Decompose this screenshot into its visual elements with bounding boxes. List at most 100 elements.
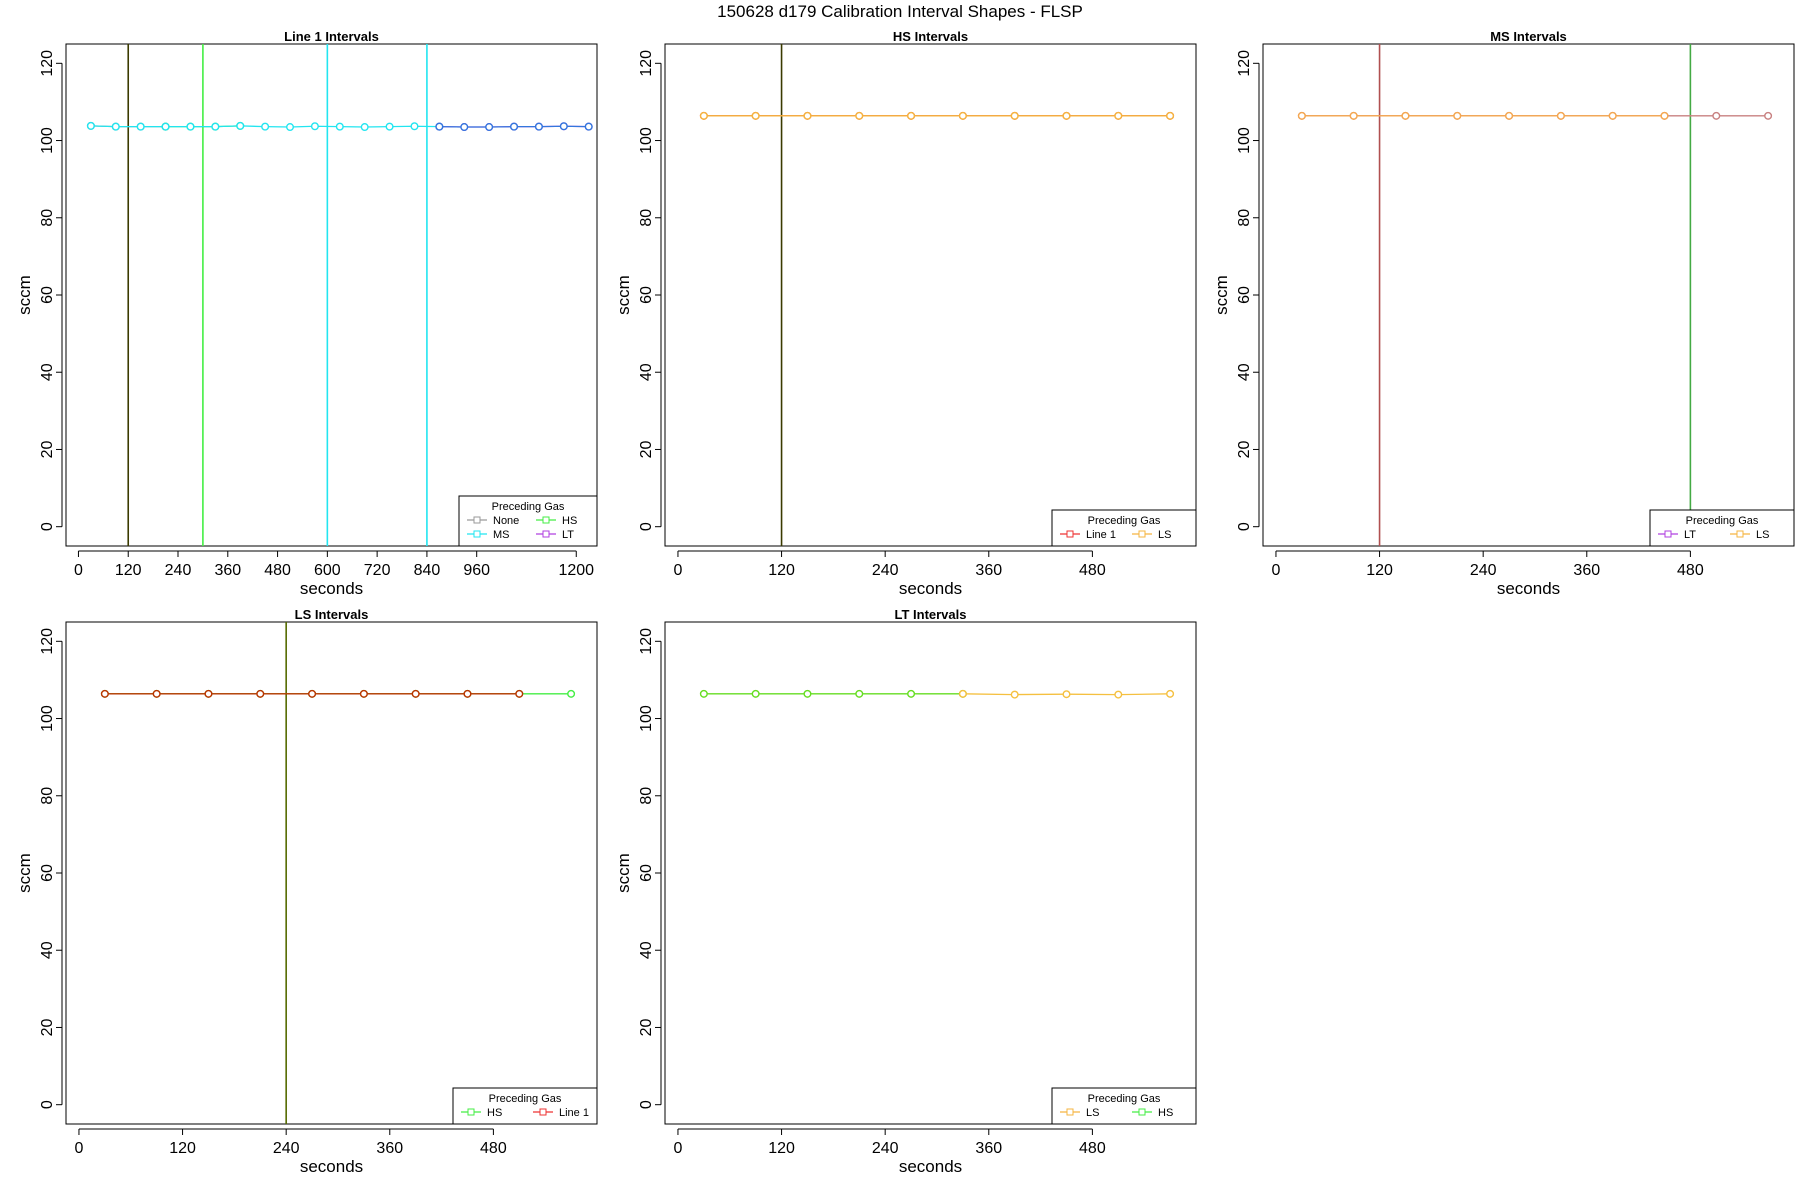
y-tick-label: 80: [39, 787, 56, 805]
data-point: [359, 689, 368, 698]
x-tick-label: 840: [414, 562, 441, 579]
legend-entry: LS: [1756, 529, 1769, 541]
legend-swatch-marker: [467, 1108, 475, 1116]
y-tick-label: 60: [39, 286, 56, 304]
y-tick-label: 40: [39, 363, 56, 381]
y-axis-label: sccm: [614, 853, 633, 893]
chart-panel-5: LT Intervals 0 120 240 360 480 0 20 40 60 80 100 120…: [614, 607, 1197, 1176]
legend-entry: LT: [562, 529, 574, 541]
x-tick-label: 720: [364, 562, 391, 579]
x-tick-label: 480: [1079, 1140, 1106, 1157]
x-tick-label: 480: [1079, 562, 1106, 579]
x-tick-label: 0: [1271, 562, 1280, 579]
data-point: [385, 122, 394, 131]
legend-swatch-marker: [1138, 1108, 1146, 1116]
data-point: [1166, 689, 1175, 698]
x-tick-label: 1200: [558, 562, 594, 579]
x-tick-label: 240: [872, 562, 899, 579]
y-tick-label: 60: [638, 864, 655, 882]
data-point: [510, 122, 519, 131]
y-tick-label: 0: [638, 1100, 655, 1109]
data-point: [958, 111, 967, 120]
legend-entry: HS: [562, 515, 577, 527]
y-tick-label: 40: [638, 941, 655, 959]
data-point: [1166, 111, 1175, 120]
x-tick-label: 240: [872, 1140, 899, 1157]
data-point: [1349, 111, 1358, 120]
y-tick-label: 100: [39, 705, 56, 732]
y-tick-label: 60: [638, 286, 655, 304]
legend-entry: LS: [1086, 1107, 1099, 1119]
data-point: [584, 122, 593, 131]
x-tick-label: 360: [376, 1140, 403, 1157]
data-point: [1505, 111, 1514, 120]
data-point: [86, 121, 95, 130]
plot-area: [699, 689, 1175, 699]
x-tick-label: 240: [165, 562, 192, 579]
legend-box: [452, 1087, 598, 1125]
data-point: [410, 122, 419, 131]
x-axis-label: seconds: [1497, 579, 1560, 598]
y-tick-label: 60: [39, 864, 56, 882]
data-point: [308, 689, 317, 698]
y-tick-label: 0: [39, 1100, 56, 1109]
data-point: [907, 689, 916, 698]
data-point: [310, 122, 319, 131]
panel-title: Line 1 Intervals: [284, 29, 379, 44]
legend: Preceding Gas Line 1 LS: [1051, 509, 1197, 547]
data-point: [236, 121, 245, 130]
legend-entry: LT: [1684, 529, 1696, 541]
y-tick-label: 100: [39, 127, 56, 154]
x-tick-label: 360: [214, 562, 241, 579]
chart-panel-3: MS Intervals 0 120 240 360 480 0 20 40 60 80 100 120…: [1212, 29, 1795, 598]
legend: Preceding Gas LT LS: [1649, 509, 1795, 547]
data-point: [1297, 111, 1306, 120]
y-tick-label: 80: [638, 787, 655, 805]
data-point: [261, 122, 270, 131]
y-tick-label: 120: [1236, 50, 1253, 77]
data-point: [463, 689, 472, 698]
x-tick-label: 120: [169, 1140, 196, 1157]
y-tick-label: 0: [39, 522, 56, 531]
legend-swatch-marker: [542, 516, 550, 524]
y-axis-label: sccm: [614, 275, 633, 315]
y-tick-label: 100: [638, 127, 655, 154]
x-axis-label: seconds: [300, 579, 363, 598]
data-point: [855, 689, 864, 698]
panel-title: LS Intervals: [295, 607, 369, 622]
y-tick-label: 20: [1236, 440, 1253, 458]
x-tick-label: 120: [768, 562, 795, 579]
chart-panel-4: LS Intervals 0 120 240 360 480 0 20 40 60 80 100 120…: [15, 607, 598, 1176]
y-tick-label: 120: [39, 50, 56, 77]
data-point: [360, 123, 369, 132]
data-point: [699, 689, 708, 698]
data-point: [256, 689, 265, 698]
x-tick-label: 240: [1470, 562, 1497, 579]
legend-swatch-marker: [1664, 530, 1672, 538]
legend-swatch-marker: [1066, 530, 1074, 538]
data-point: [803, 111, 812, 120]
legend-title: Preceding Gas: [1088, 1093, 1161, 1105]
data-point: [485, 123, 494, 132]
legend-swatch-marker: [1066, 1108, 1074, 1116]
data-point: [186, 122, 195, 131]
plot-area: [1297, 44, 1773, 546]
data-point: [1010, 111, 1019, 120]
plot-frame: [664, 621, 1197, 1125]
legend-box: [1649, 509, 1795, 547]
x-tick-label: 0: [74, 1140, 83, 1157]
data-point: [803, 689, 812, 698]
legend-entry: LS: [1158, 529, 1171, 541]
data-point: [1114, 690, 1123, 699]
x-tick-label: 600: [314, 562, 341, 579]
data-point: [751, 111, 760, 120]
data-point: [460, 123, 469, 132]
figure-title: 150628 d179 Calibration Interval Shapes …: [717, 2, 1083, 21]
legend-swatch-marker: [1736, 530, 1744, 538]
x-tick-label: 480: [480, 1140, 507, 1157]
data-point: [161, 122, 170, 131]
y-tick-label: 100: [1236, 127, 1253, 154]
x-tick-label: 360: [975, 562, 1002, 579]
data-point: [515, 689, 524, 698]
